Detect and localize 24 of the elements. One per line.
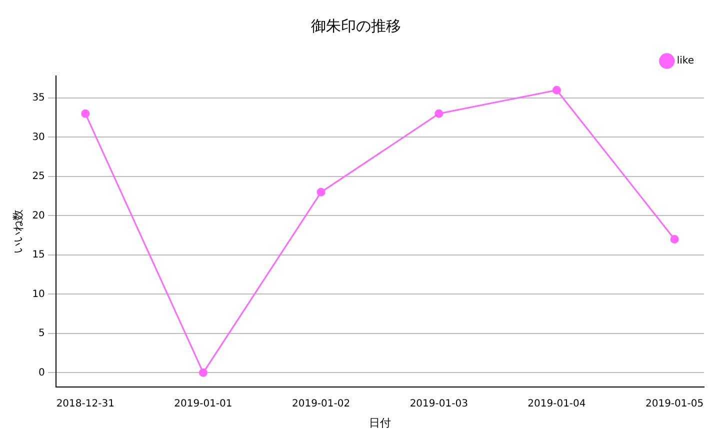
- x-tick-label: 2019-01-05: [645, 398, 704, 410]
- x-tick-label: 2019-01-04: [528, 398, 586, 410]
- y-tick-label: 20: [32, 210, 45, 222]
- y-tick-label: 0: [38, 367, 45, 378]
- y-tick-label: 35: [32, 92, 45, 104]
- x-axis-title: 日付: [368, 416, 391, 430]
- point: [670, 235, 679, 244]
- x-tick-label: 2019-01-01: [174, 398, 232, 410]
- y-tick-label: 10: [32, 288, 45, 300]
- legend-label: like: [676, 56, 694, 67]
- y-tick-label: 5: [38, 328, 45, 340]
- y-tick-label: 30: [32, 132, 45, 143]
- point: [434, 109, 444, 118]
- x-tick-label: 2019-01-03: [410, 398, 468, 410]
- point: [316, 188, 326, 196]
- chart-title: 御朱印の推移: [311, 16, 401, 35]
- y-tick-label: 25: [32, 171, 45, 182]
- point: [552, 86, 561, 94]
- point: [198, 368, 208, 377]
- y-tick-label: 15: [32, 250, 45, 261]
- y-axis-title: いいね数: [11, 209, 24, 254]
- x-tick-label: 2018-12-31: [56, 398, 114, 410]
- x-tick-label: 2019-01-02: [292, 398, 350, 410]
- point: [81, 109, 90, 118]
